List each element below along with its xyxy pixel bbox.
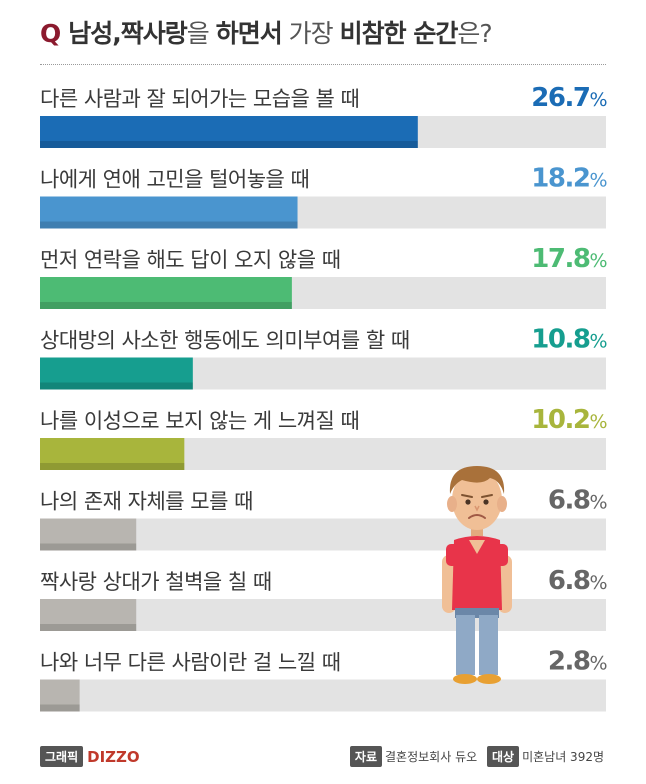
bar-shadow [40, 463, 185, 470]
bar [40, 357, 193, 390]
target-tag: 대상 [486, 746, 520, 767]
bar-shadow [40, 382, 193, 390]
bar [40, 438, 185, 470]
bar-shadow [40, 221, 298, 229]
bar [40, 277, 292, 309]
footer: 그래픽 DIZZO 자료 결혼정보회사 듀오 대상 미혼남녀 392명 [40, 746, 610, 770]
title-divider [40, 64, 606, 65]
bar [40, 679, 80, 712]
bar-shadow [40, 141, 418, 148]
bar [40, 518, 137, 551]
sad-man-illustration [442, 466, 512, 684]
category-label: 나에게 연애 고민을 털어놓을 때 [40, 168, 309, 192]
page-title: Q 남성,짝사랑을 하면서 가장 비참한 순간은? [40, 14, 640, 54]
value-label: 17.8% [531, 244, 606, 274]
value-label: 18.2% [531, 164, 606, 194]
value-label: 10.8% [531, 325, 606, 355]
bar [40, 116, 418, 148]
title-part-1: 남성,짝사랑 [68, 19, 187, 48]
bar-shadow [40, 624, 137, 631]
category-label: 먼저 연락을 해도 답이 오지 않을 때 [40, 248, 341, 272]
target-text: 미혼남녀 392명 [522, 750, 604, 764]
value-label: 10.2% [531, 405, 606, 435]
category-label: 다른 사람과 잘 되어가는 모습을 볼 때 [40, 87, 359, 111]
bar-shadow [40, 704, 80, 712]
title-part-4: 가장 [281, 19, 340, 48]
bar [40, 196, 298, 229]
bar-track [40, 679, 606, 712]
category-label: 나의 존재 자체를 모를 때 [40, 490, 253, 514]
title-part-3: 하면서 [215, 19, 283, 48]
value-label: 6.8% [548, 486, 607, 516]
category-label: 나를 이성으로 보지 않는 게 느껴질 때 [40, 409, 359, 433]
question-mark: Q [40, 19, 61, 48]
source-text: 결혼정보회사 듀오 [385, 750, 478, 764]
brand-logo: DIZZO [87, 747, 140, 766]
value-label: 6.8% [548, 566, 607, 596]
value-label: 26.7% [531, 83, 606, 113]
category-label: 나와 너무 다른 사람이란 걸 느낄 때 [40, 651, 341, 675]
title-part-2: 을 [186, 19, 216, 48]
value-label: 2.8% [548, 647, 607, 677]
graphic-tag: 그래픽 [40, 746, 84, 767]
title-part-6: 은? [457, 19, 492, 48]
title-part-5: 비참한 순간 [339, 19, 459, 48]
bar [40, 599, 137, 631]
bar-shadow [40, 543, 137, 551]
footer-meta: 자료 결혼정보회사 듀오 대상 미혼남녀 392명 [349, 746, 610, 767]
category-label: 상대방의 사소한 행동에도 의미부여를 할 때 [40, 329, 410, 353]
bar-shadow [40, 302, 292, 309]
source-tag: 자료 [349, 746, 383, 767]
category-label: 짝사랑 상대가 철벽을 칠 때 [40, 570, 272, 594]
